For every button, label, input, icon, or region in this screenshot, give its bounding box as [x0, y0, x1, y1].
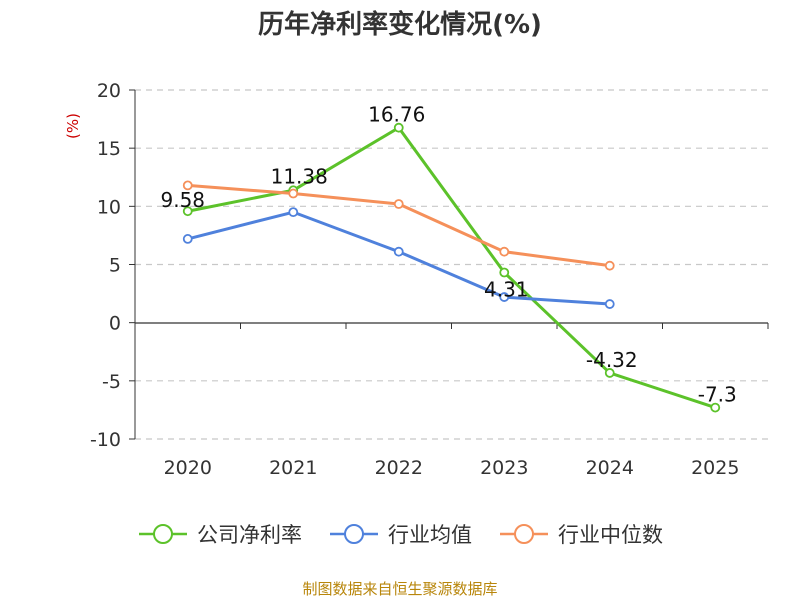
- y-axis-unit-label: (%): [64, 113, 82, 139]
- data-point: [182, 206, 193, 217]
- data-point: [499, 292, 510, 302]
- legend-swatch-icon: [139, 524, 187, 544]
- data-point: [288, 188, 299, 199]
- y-tick-label: 5: [109, 255, 121, 277]
- chart-title: 历年净利率变化情况(%): [258, 10, 542, 40]
- data-label: -7.3: [698, 383, 737, 407]
- data-label: -4.32: [586, 348, 638, 372]
- data-point: [604, 260, 615, 271]
- source-note: 制图数据来自恒生聚源数据库: [302, 580, 498, 598]
- y-tick-label: -10: [90, 429, 121, 451]
- data-point: [182, 180, 193, 191]
- data-point: [393, 122, 404, 133]
- series-lines: [182, 122, 721, 413]
- data-point: [604, 368, 615, 378]
- x-tick-label: 2022: [375, 457, 423, 479]
- legend-swatch-icon: [500, 524, 548, 544]
- y-tick-label: 15: [97, 138, 121, 160]
- x-tick-label: 2021: [269, 457, 317, 479]
- data-point: [604, 299, 615, 309]
- legend-item[interactable]: 公司净利率: [137, 519, 302, 549]
- y-tick-label: -5: [102, 371, 121, 393]
- data-label: 9.58: [160, 188, 205, 212]
- data-labels: 9.58 11.38 16.76 4.31 -4.32 -7.3: [160, 103, 736, 407]
- legend-swatch-icon: [330, 524, 378, 544]
- data-point: [710, 402, 721, 413]
- x-tick-label: 2025: [691, 457, 739, 479]
- axes: 20 15 10 5 0 -5 -10 2020 2021 2022 2023 2024 2025 (%): [64, 80, 769, 479]
- data-point: [182, 234, 193, 244]
- legend-label: 公司净利率: [197, 523, 302, 547]
- series-line: [187, 126, 716, 410]
- legend: 公司净利率 行业均值 行业中位数: [0, 519, 800, 549]
- data-label: 11.38: [271, 164, 328, 188]
- legend-label: 行业均值: [388, 523, 472, 547]
- x-tick-label: 2020: [164, 457, 212, 479]
- legend-item[interactable]: 行业中位数: [498, 519, 663, 549]
- legend-item[interactable]: 行业均值: [328, 519, 472, 549]
- data-label: 16.76: [368, 103, 425, 127]
- y-tick-label: 20: [97, 80, 121, 102]
- data-point: [499, 267, 510, 278]
- y-tick-label: 10: [97, 196, 121, 218]
- legend-label: 行业中位数: [558, 523, 663, 547]
- x-tick-label: 2024: [586, 457, 634, 479]
- data-point: [393, 199, 404, 209]
- data-label: 4.31: [484, 278, 529, 302]
- x-tick-label: 2023: [480, 457, 528, 479]
- y-tick-label: 0: [109, 313, 121, 335]
- data-point: [288, 207, 299, 218]
- data-point: [393, 246, 404, 257]
- data-point: [499, 246, 510, 257]
- grid-lines: [135, 89, 768, 440]
